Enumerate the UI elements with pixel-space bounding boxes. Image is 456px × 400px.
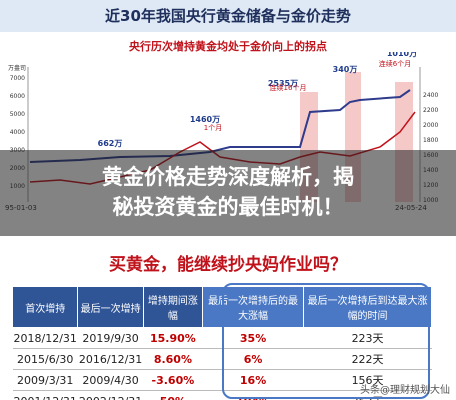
section-title: 买黄金，能继续抄央妈作业吗？	[109, 255, 347, 275]
cell: 15.90%	[143, 327, 203, 349]
y-tick-label: 7000	[10, 75, 25, 82]
y2-tick-label: 2200	[423, 107, 438, 114]
cell: 6%	[202, 348, 304, 370]
cell: 223天	[303, 327, 432, 349]
cell: 16%	[202, 369, 304, 391]
header-cell: 最后一次增持后到达最大涨幅的时间	[303, 286, 432, 328]
overlay-line: 黄金价格走势深度解析，揭	[102, 165, 354, 189]
cell: -3.60%	[143, 369, 203, 391]
cell: 2018/12/31	[12, 327, 78, 349]
header-cell: 增持期间涨幅	[142, 286, 204, 328]
y-tick-label: 4000	[10, 129, 25, 136]
overlay: 黄金价格走势深度解析，揭 秘投资黄金的最佳时机！	[0, 150, 456, 236]
annotation: 1460万	[190, 115, 220, 124]
annotation: 340万	[333, 65, 358, 74]
annotation: 1010万	[387, 52, 417, 58]
cell: 156天	[303, 369, 432, 391]
cell: 222天	[303, 348, 432, 370]
header-cell: 首次增持	[11, 286, 79, 328]
y2-tick-label: 2000	[423, 122, 438, 129]
annotation: 662万	[98, 139, 123, 148]
cell: 8.60%	[143, 348, 203, 370]
header-cell: 最后一次增持	[77, 286, 144, 328]
y-tick-label: 5000	[10, 111, 25, 118]
cell: 2009/3/31	[12, 369, 78, 391]
highlight	[222, 283, 430, 399]
y2-tick-label: 2400	[423, 92, 438, 99]
callout: 1个月	[204, 124, 222, 132]
cell: 50%	[143, 390, 203, 400]
header-cell: 最后一次增持后的最大涨幅	[201, 286, 305, 328]
cell: 2015/6/30	[12, 348, 78, 370]
y2-tick-label: 1800	[423, 137, 438, 144]
overlay-line: 秘投资黄金的最佳时机！	[112, 195, 344, 219]
table: 首次增持 最后一次增持 增持期间涨幅 最后一次增持后的最大涨幅 最后一次增持后到达最大涨…	[11, 286, 432, 400]
cell: 2001/12/31	[12, 390, 78, 400]
cell: 35%	[202, 327, 304, 349]
row: 2015/6/30 2016/12/31 8.60% 6% 222天	[12, 348, 432, 370]
callout: 连续16个月	[270, 83, 307, 92]
title: 近30年我国央行黄金储备与金价走势	[0, 0, 456, 32]
cell: 2019/9/30	[77, 327, 144, 349]
callout: 连续6个月	[379, 59, 411, 68]
axis-unit: 万盎司	[8, 64, 26, 72]
y-tick-label: 6000	[10, 93, 25, 100]
cell: 2016/12/31	[77, 348, 144, 370]
chart-subtitle: 央行历次增持黄金均处于金价向上的拐点	[129, 40, 327, 53]
row: 2018/12/31 2019/9/30 15.90% 35% 223天	[12, 327, 432, 349]
cell: 2009/4/30	[77, 369, 144, 391]
annotation: 2535万	[268, 79, 298, 88]
row: 2009/3/31 2009/4/30 -3.60% 16% 156天	[12, 369, 432, 391]
watermark: 头条@理财规划大仙	[360, 385, 450, 396]
